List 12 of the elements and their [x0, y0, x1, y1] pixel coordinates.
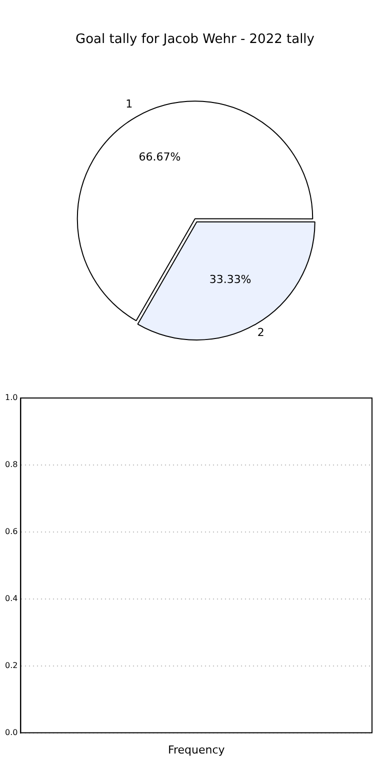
x-tick-label: Frequency	[168, 743, 226, 756]
slice-label: 1	[126, 98, 133, 111]
data-label: 33.33%	[209, 272, 252, 286]
slice-label: 2	[257, 326, 264, 339]
y-tick-label: 0.8	[4, 460, 18, 470]
y-tick-label: 0.6	[4, 527, 18, 536]
y-tick-label: 0.0	[4, 728, 18, 737]
y-tick-label: 0.2	[4, 660, 18, 670]
chart-title: Goal tally for Jacob Wehr - 2022 tally	[76, 32, 315, 48]
y-tick-label: 1.0	[4, 393, 18, 402]
data-label: 66.67%	[138, 150, 181, 164]
y-tick-label: 0.4	[4, 594, 18, 603]
